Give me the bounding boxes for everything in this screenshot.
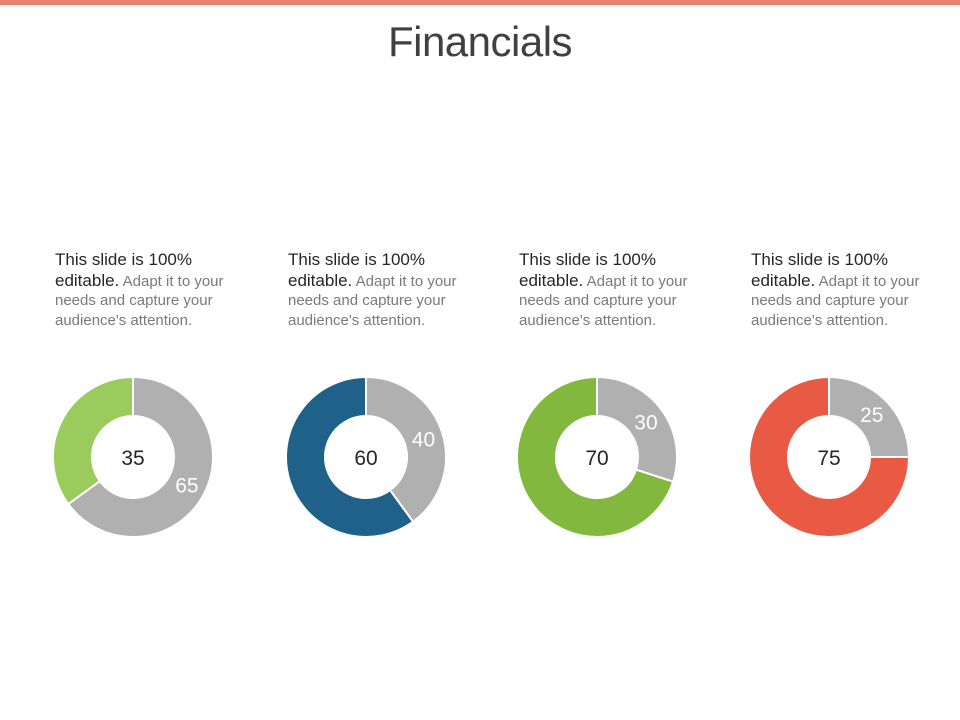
panel-description: This slide is 100% editable. Adapt it to… bbox=[288, 250, 463, 330]
donut-slice-primary bbox=[52, 376, 134, 506]
top-accent-bar bbox=[0, 0, 960, 5]
panel-body-text: Adapt it to your needs and capture your … bbox=[55, 272, 224, 329]
panel-bold-text: This slide is 100% editable. bbox=[751, 250, 889, 290]
panel-description: This slide is 100% editable. Adapt it to… bbox=[55, 250, 230, 330]
donut-center-label: 35 bbox=[121, 447, 144, 470]
panel-body-text: Adapt it to your needs and capture your … bbox=[519, 272, 688, 329]
donut-center-label: 75 bbox=[817, 447, 840, 470]
donut-slice-label: 40 bbox=[412, 428, 435, 451]
donut-slice-primary bbox=[285, 376, 415, 538]
donut-panel-3: This slide is 100% editable. Adapt it to… bbox=[516, 250, 696, 550]
donut-chart-1: 35 65 bbox=[52, 376, 214, 538]
donut-panel-2: This slide is 100% editable. Adapt it to… bbox=[285, 250, 465, 550]
donut-slice-secondary bbox=[596, 376, 678, 483]
donut-slice-label: 65 bbox=[175, 474, 198, 497]
donut-slice-label: 30 bbox=[634, 411, 657, 434]
donut-panel-1: This slide is 100% editable. Adapt it to… bbox=[52, 250, 232, 550]
panel-description: This slide is 100% editable. Adapt it to… bbox=[751, 250, 926, 330]
slide-title: Financials bbox=[387, 18, 573, 65]
panel-bold-text: This slide is 100% editable. bbox=[55, 250, 193, 290]
donut-slice-secondary bbox=[66, 376, 214, 538]
donut-slice-primary bbox=[516, 376, 675, 538]
panel-description: This slide is 100% editable. Adapt it to… bbox=[519, 250, 694, 330]
panel-bold-text: This slide is 100% editable. bbox=[288, 250, 426, 290]
donut-panel-4: This slide is 100% editable. Adapt it to… bbox=[748, 250, 928, 550]
donut-chart-4: 75 25 bbox=[748, 376, 910, 538]
donut-chart-3: 70 30 bbox=[516, 376, 678, 538]
donut-center-label: 60 bbox=[354, 447, 377, 470]
donut-chart-2: 60 40 bbox=[285, 376, 447, 538]
panel-bold-text: This slide is 100% editable. bbox=[519, 250, 657, 290]
panel-body-text: Adapt it to your needs and capture your … bbox=[288, 272, 457, 329]
donut-slice-primary bbox=[748, 376, 910, 538]
donut-slice-label: 25 bbox=[860, 404, 883, 427]
panel-body-text: Adapt it to your needs and capture your … bbox=[751, 272, 920, 329]
donut-slice-secondary bbox=[365, 376, 447, 524]
donut-center-label: 70 bbox=[585, 447, 608, 470]
